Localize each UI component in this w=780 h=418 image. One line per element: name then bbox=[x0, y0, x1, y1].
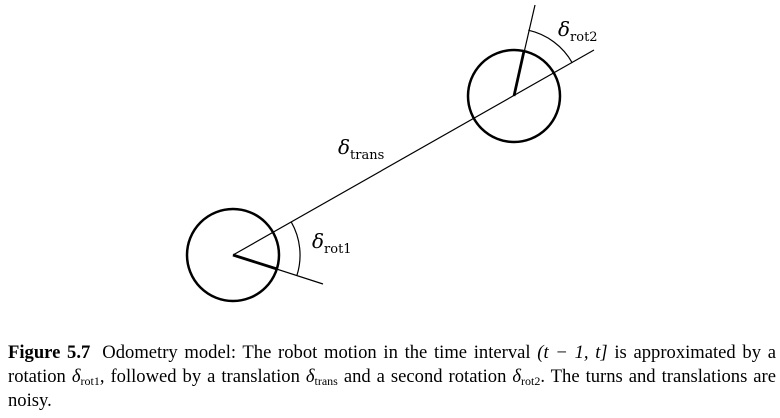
delta-rot2-label: δrot2 bbox=[558, 17, 598, 45]
figure-label: Figure 5.7 bbox=[8, 342, 91, 363]
odometry-diagram: δtrans δrot1 δrot2 bbox=[185, 4, 598, 303]
end-heading-indicator bbox=[512, 50, 526, 97]
start-heading-indicator bbox=[232, 253, 278, 271]
delta-trans-label: δtrans bbox=[338, 135, 384, 163]
delta-rot1-label: δrot1 bbox=[312, 229, 352, 257]
time-interval: (t − 1, t] bbox=[537, 342, 608, 363]
translation-line bbox=[232, 49, 595, 256]
rot2-arc bbox=[528, 29, 573, 64]
robot-end-circle bbox=[466, 48, 562, 144]
rot1-arc bbox=[290, 221, 301, 276]
robot-start-circle bbox=[185, 207, 281, 303]
caption-text: Odometry model: The robot motion in the … bbox=[102, 342, 538, 363]
figure-caption: Figure 5.7 Odometry model: The robot moti… bbox=[8, 342, 777, 411]
